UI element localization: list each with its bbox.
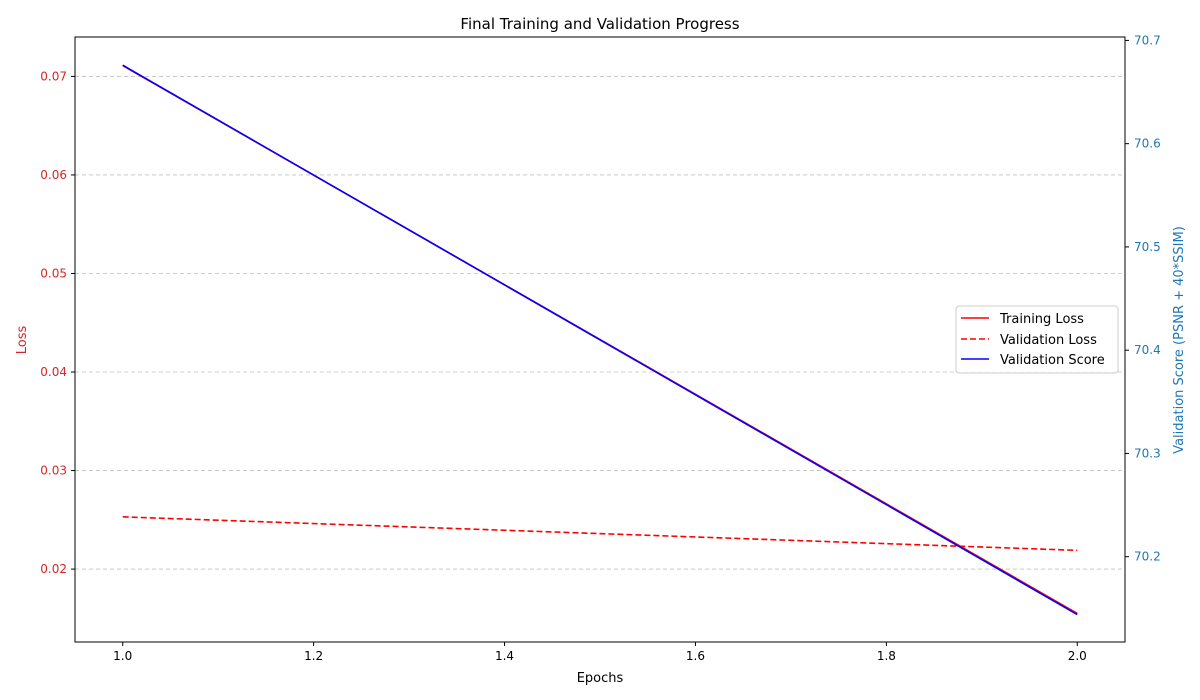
- y-right-ticks: 70.2 70.3 70.4 70.5 70.6 70.7: [1125, 33, 1161, 564]
- x-ticks: 1.0 1.2 1.4 1.6 1.8 2.0: [113, 642, 1087, 663]
- legend: Training Loss Validation Loss Validation…: [955, 305, 1119, 374]
- series-line-validation-score: [122, 64, 1078, 616]
- x-tick-label: 2.0: [1068, 649, 1087, 663]
- y-left-tick-label: 0.06: [40, 168, 67, 182]
- y-left-tick-label: 0.03: [40, 464, 67, 478]
- legend-label-validation-loss: Validation Loss: [1000, 333, 1097, 348]
- series-lines: [122, 64, 1078, 616]
- x-tick-label: 1.6: [686, 649, 705, 663]
- x-tick-label: 1.0: [113, 649, 132, 663]
- y-right-tick-label: 70.4: [1134, 343, 1161, 357]
- y-left-tick-label: 0.04: [40, 365, 67, 379]
- x-axis-label: Epochs: [577, 671, 624, 686]
- y-left-tick-label: 0.02: [40, 562, 67, 576]
- x-tick-label: 1.4: [495, 649, 514, 663]
- y-right-axis-label: Validation Score (PSNR + 40*SSIM): [1172, 226, 1187, 454]
- grid-lines: [75, 76, 1125, 570]
- y-left-ticks: 0.02 0.03 0.04 0.05 0.06 0.07: [40, 69, 75, 576]
- series-line-validation-loss: [122, 516, 1078, 552]
- y-left-tick-label: 0.05: [40, 266, 67, 280]
- legend-label-validation-score: Validation Score: [1000, 353, 1105, 368]
- y-right-tick-label: 70.5: [1134, 240, 1161, 254]
- x-tick-label: 1.8: [877, 649, 896, 663]
- x-tick-label: 1.2: [304, 649, 323, 663]
- y-left-tick-label: 0.07: [40, 69, 67, 83]
- y-right-tick-label: 70.7: [1134, 33, 1161, 47]
- legend-label-training-loss: Training Loss: [999, 312, 1084, 327]
- y-right-tick-label: 70.2: [1134, 550, 1161, 564]
- legend-box: [955, 305, 1119, 374]
- y-right-tick-label: 70.6: [1134, 137, 1161, 151]
- plot-frame: [74, 36, 1126, 643]
- y-right-tick-label: 70.3: [1134, 446, 1161, 460]
- chart-title: Final Training and Validation Progress: [460, 15, 739, 33]
- y-left-axis-label: Loss: [15, 326, 30, 355]
